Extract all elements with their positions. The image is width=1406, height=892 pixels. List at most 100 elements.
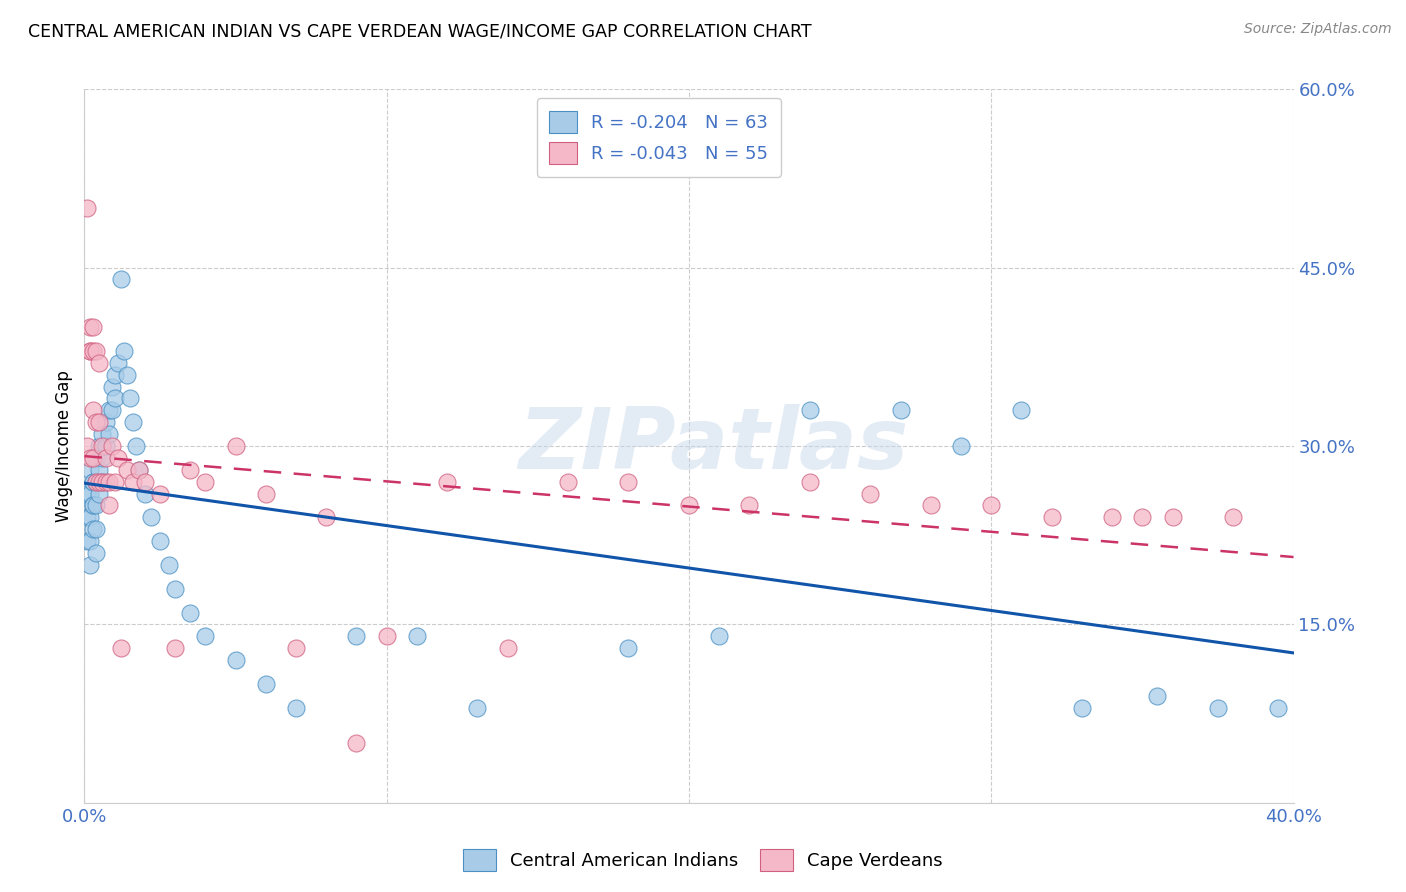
Point xyxy=(1161,510,1184,524)
Point xyxy=(1146,689,1168,703)
Point xyxy=(1222,510,1244,524)
Point xyxy=(225,439,247,453)
Point xyxy=(89,463,111,477)
Point xyxy=(79,510,101,524)
Point xyxy=(284,641,308,656)
Point xyxy=(149,486,172,500)
Point xyxy=(134,475,156,489)
Point xyxy=(1040,510,1063,524)
Text: CENTRAL AMERICAN INDIAN VS CAPE VERDEAN WAGE/INCOME GAP CORRELATION CHART: CENTRAL AMERICAN INDIAN VS CAPE VERDEAN … xyxy=(28,22,811,40)
Point xyxy=(139,510,162,524)
Point xyxy=(91,475,114,489)
Point xyxy=(89,475,111,489)
Point xyxy=(1101,510,1123,524)
Point xyxy=(79,343,101,358)
Point xyxy=(194,629,217,643)
Point xyxy=(76,201,98,215)
Point xyxy=(617,475,640,489)
Point xyxy=(86,499,108,513)
Point xyxy=(97,403,120,417)
Point xyxy=(94,439,117,453)
Point xyxy=(91,439,114,453)
Point xyxy=(346,629,368,643)
Point xyxy=(76,486,98,500)
Point xyxy=(110,272,132,286)
Text: Source: ZipAtlas.com: Source: ZipAtlas.com xyxy=(1244,22,1392,37)
Point xyxy=(79,558,101,572)
Point xyxy=(738,499,761,513)
Point xyxy=(86,450,108,465)
Point xyxy=(86,343,108,358)
Point xyxy=(799,403,821,417)
Point xyxy=(225,653,247,667)
Legend: Central American Indians, Cape Verdeans: Central American Indians, Cape Verdeans xyxy=(456,842,950,879)
Point xyxy=(557,475,579,489)
Point xyxy=(94,450,117,465)
Point xyxy=(149,534,172,549)
Point xyxy=(125,439,148,453)
Point xyxy=(1130,510,1153,524)
Point xyxy=(89,486,111,500)
Point xyxy=(194,475,217,489)
Y-axis label: Wage/Income Gap: Wage/Income Gap xyxy=(55,370,73,522)
Point xyxy=(110,641,132,656)
Point xyxy=(1010,403,1032,417)
Point xyxy=(254,677,277,691)
Point xyxy=(94,415,117,429)
Point xyxy=(76,439,98,453)
Point xyxy=(82,475,104,489)
Point xyxy=(284,700,308,714)
Point xyxy=(82,403,104,417)
Point xyxy=(104,475,127,489)
Point xyxy=(91,450,114,465)
Point xyxy=(82,450,104,465)
Point xyxy=(89,415,111,429)
Point xyxy=(89,439,111,453)
Point xyxy=(115,463,138,477)
Point xyxy=(128,463,150,477)
Point xyxy=(79,343,101,358)
Point xyxy=(157,558,180,572)
Point xyxy=(179,463,201,477)
Point xyxy=(1206,700,1229,714)
Point xyxy=(100,403,122,417)
Point xyxy=(82,320,104,334)
Point xyxy=(94,475,117,489)
Point xyxy=(79,534,101,549)
Point xyxy=(97,475,120,489)
Point xyxy=(375,629,398,643)
Point xyxy=(128,463,150,477)
Point xyxy=(496,641,519,656)
Point xyxy=(1267,700,1289,714)
Point xyxy=(76,510,98,524)
Point xyxy=(76,534,98,549)
Point xyxy=(79,320,101,334)
Point xyxy=(950,439,973,453)
Point xyxy=(82,499,104,513)
Point xyxy=(79,463,101,477)
Point xyxy=(115,368,138,382)
Legend: R = -0.204   N = 63, R = -0.043   N = 55: R = -0.204 N = 63, R = -0.043 N = 55 xyxy=(537,98,780,177)
Point xyxy=(467,700,489,714)
Point xyxy=(163,582,186,596)
Point xyxy=(163,641,186,656)
Point xyxy=(980,499,1002,513)
Point xyxy=(346,736,368,750)
Point xyxy=(112,343,135,358)
Point xyxy=(82,499,104,513)
Point xyxy=(91,475,114,489)
Point xyxy=(859,486,882,500)
Point xyxy=(100,379,122,393)
Point xyxy=(104,368,127,382)
Point xyxy=(134,486,156,500)
Point xyxy=(118,392,141,406)
Point xyxy=(678,499,700,513)
Point xyxy=(617,641,640,656)
Point xyxy=(890,403,912,417)
Point xyxy=(86,475,108,489)
Point xyxy=(91,427,114,442)
Point xyxy=(254,486,277,500)
Point xyxy=(82,522,104,536)
Point xyxy=(107,356,129,370)
Point xyxy=(86,522,108,536)
